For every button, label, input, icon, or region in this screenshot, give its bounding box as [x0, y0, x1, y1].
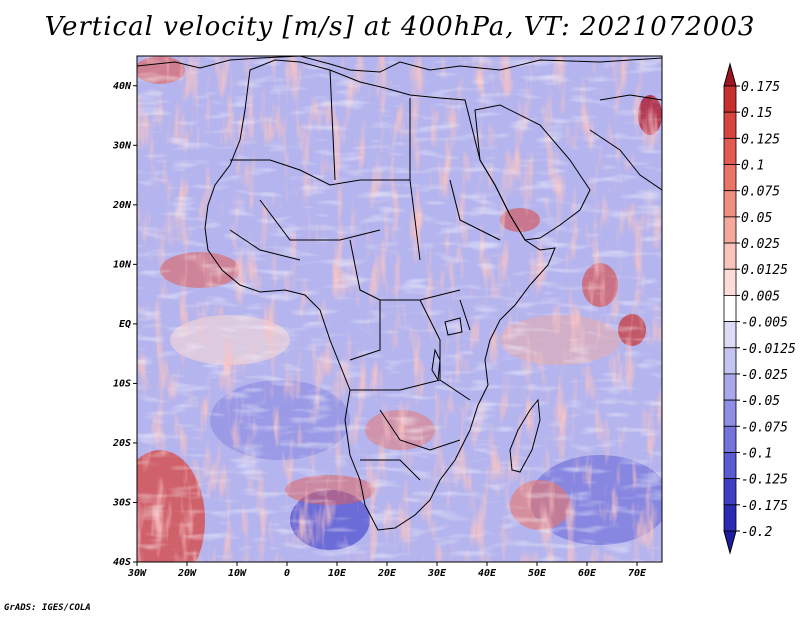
lat-tick-label: 10N — [113, 259, 132, 270]
europe-coastline — [137, 56, 662, 73]
lon-tick-label: 30E — [427, 568, 447, 579]
colorbar-segment — [723, 321, 737, 349]
colorbar-label: 0.05 — [741, 211, 772, 226]
colorbar-segment — [723, 137, 737, 165]
lon-tick-label: 30W — [127, 568, 147, 579]
lat-tick-label: 20N — [112, 200, 132, 211]
credit-text: GrADS: IGES/COLA — [4, 603, 91, 613]
chart-title: Vertical velocity [m/s] at 400hPa, VT: 2… — [44, 12, 756, 42]
colorbar-label: -0.0125 — [741, 342, 796, 357]
lat-tick-label: EQ — [119, 319, 131, 330]
map-frame — [136, 55, 663, 563]
colorbar-label: -0.025 — [741, 368, 788, 383]
lat-tick-label: 20S — [112, 438, 131, 449]
colorbar-segment — [723, 452, 737, 480]
lat-tick-label: 30S — [112, 497, 131, 508]
colorbar-segment — [723, 478, 737, 506]
colorbar-label: -0.05 — [741, 394, 780, 409]
colorbar-label: 0.15 — [741, 106, 772, 121]
colorbar-segment — [723, 216, 737, 244]
colorbar-segment — [723, 190, 737, 218]
colorbar-label: -0.175 — [741, 499, 788, 514]
lon-tick-label: 70E — [628, 568, 647, 579]
lon-tick-label: 60E — [578, 568, 597, 579]
velocity-field — [137, 56, 662, 562]
lake-tanganyika — [431, 348, 441, 382]
madagascar-coastline — [509, 398, 541, 473]
lon-tick-label: 20E — [377, 568, 397, 579]
colorbar-segment — [723, 295, 737, 322]
lon-tick-label: 20W — [177, 568, 197, 579]
colorbar-label: 0.1 — [741, 159, 764, 174]
lon-tick-label: 10W — [228, 568, 247, 579]
lake-victoria — [444, 317, 463, 336]
colorbar-segment — [723, 85, 737, 113]
asia-coastline — [589, 94, 662, 191]
colorbar-segment — [723, 242, 737, 270]
africa-coastline — [204, 59, 556, 531]
colorbar-label: 0.125 — [741, 132, 780, 147]
colorbar-segment — [723, 399, 737, 427]
colorbar-top-arrow — [723, 62, 737, 87]
colorbar-label: 0.075 — [741, 185, 780, 200]
colorbar-segment — [723, 164, 737, 192]
lon-tick-label: 40E — [478, 568, 497, 579]
lat-tick-label: 30N — [112, 140, 132, 151]
colorbar-segment — [723, 373, 737, 401]
colorbar-label: 0.0125 — [741, 263, 788, 278]
lat-tick-label: 40S — [113, 557, 131, 568]
colorbar-label: -0.1 — [741, 446, 772, 461]
colorbar-segment — [723, 347, 737, 375]
lon-tick-label: 0 — [284, 568, 290, 579]
colorbar-segment — [723, 111, 737, 139]
country-borders — [229, 69, 501, 481]
lat-tick-label: 40N — [113, 81, 132, 92]
colorbar-label: -0.125 — [741, 473, 788, 488]
lon-tick-label: 50E — [528, 568, 547, 579]
colorbar-label: 0.175 — [741, 80, 780, 95]
coastlines — [137, 56, 662, 531]
colorbar-label: 0.005 — [741, 289, 780, 304]
colorbar-segment — [723, 504, 737, 532]
colorbar-segment — [723, 268, 737, 296]
arabia-coastline — [474, 104, 591, 241]
lat-tick-label: 10S — [113, 378, 131, 389]
colorbar-segment — [723, 425, 737, 453]
colorbar-label: -0.005 — [741, 316, 788, 331]
colorbar-bottom-arrow — [723, 530, 737, 555]
lon-tick-label: 10E — [328, 568, 347, 579]
colorbar-label: -0.2 — [741, 525, 772, 540]
colorbar: 0.175 0.15 0.125 0.1 0.075 0.05 0.025 0.0125 0.0… — [723, 62, 796, 555]
colorbar-label: -0.075 — [741, 420, 788, 435]
colorbar-label: 0.025 — [741, 237, 780, 252]
